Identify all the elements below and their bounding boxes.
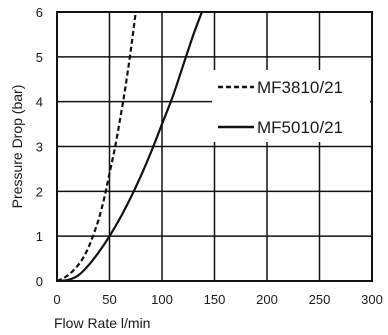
legend-label-1: MF3810/21 [257,78,343,97]
y-tick-label-1: 1 [36,229,43,244]
y-tick-label-0: 0 [36,274,43,289]
y-tick-label-6: 6 [36,5,43,20]
x-tick-label-6: 300 [361,292,383,307]
x-tick-label-5: 250 [309,292,331,307]
plot-frame [56,11,373,282]
x-tick-label-1: 50 [102,292,116,307]
y-tick-label-3: 3 [36,140,43,155]
series-lines [56,11,203,283]
tick-labels: 0 50 100 150 200 250 300 0 1 2 3 4 5 6 [36,5,383,307]
x-tick-label-4: 200 [256,292,278,307]
series-line-1 [56,11,137,283]
legend-background [212,70,370,142]
x-axis-title: Flow Rate l/min [54,315,150,331]
grid [57,12,372,281]
y-tick-label-5: 5 [36,50,43,65]
series-line-2 [56,11,203,283]
x-tick-label-3: 150 [204,292,226,307]
x-tick-label-0: 0 [53,292,60,307]
y-axis-title: Pressure Drop (bar) [9,85,25,209]
legend: MF3810/21 MF5010/21 [218,78,343,137]
legend-label-2: MF5010/21 [257,118,343,137]
x-tick-label-2: 100 [151,292,173,307]
y-tick-label-2: 2 [36,184,43,199]
y-tick-label-4: 4 [36,95,43,110]
